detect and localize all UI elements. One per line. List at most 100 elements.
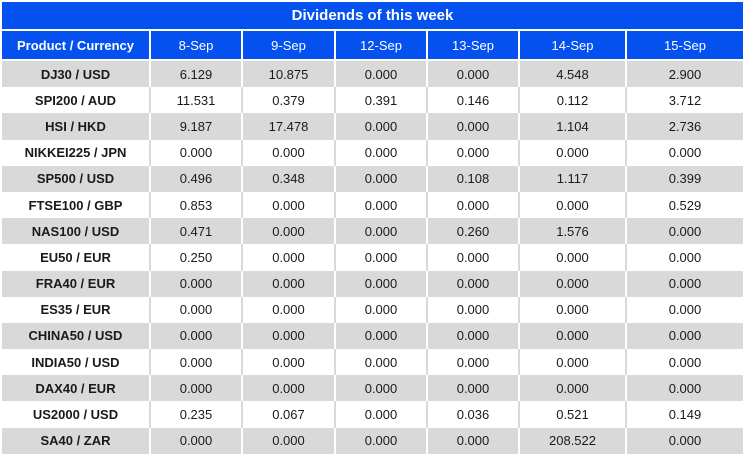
dividend-value-cell: 0.000 bbox=[520, 322, 627, 350]
dividend-value-cell: 0.000 bbox=[151, 296, 243, 323]
dividend-value-cell: 0.521 bbox=[520, 401, 627, 428]
header-row: Product / Currency 8-Sep 9-Sep 12-Sep 13-Sep… bbox=[2, 31, 743, 61]
dividend-value-cell: 0.000 bbox=[336, 113, 428, 140]
column-header-date: 13-Sep bbox=[428, 31, 520, 61]
dividend-value-cell: 0.000 bbox=[428, 427, 520, 454]
dividend-value-cell: 208.522 bbox=[520, 427, 627, 454]
dividend-value-cell: 0.000 bbox=[520, 296, 627, 323]
dividend-value-cell: 0.529 bbox=[627, 191, 743, 219]
table-row: DAX40 / EUR 0.000 0.000 0.000 0.000 0.000 0.00… bbox=[2, 375, 743, 402]
table-row: US2000 / USD 0.235 0.067 0.000 0.036 0.521 0.1… bbox=[2, 401, 743, 428]
dividend-value-cell: 0.000 bbox=[520, 349, 627, 376]
dividend-value-cell: 1.117 bbox=[520, 165, 627, 192]
dividend-value-cell: 0.000 bbox=[151, 139, 243, 166]
table-row: HSI / HKD 9.187 17.478 0.000 0.000 1.104 2.736 bbox=[2, 113, 743, 140]
dividend-value-cell: 0.000 bbox=[336, 270, 428, 297]
column-header-date: 15-Sep bbox=[627, 31, 743, 61]
dividend-value-cell: 0.000 bbox=[243, 270, 336, 297]
dividend-value-cell: 0.000 bbox=[336, 218, 428, 245]
dividend-value-cell: 0.000 bbox=[243, 349, 336, 376]
table-row: INDIA50 / USD 0.000 0.000 0.000 0.000 0.000 0.… bbox=[2, 349, 743, 376]
dividend-value-cell: 0.000 bbox=[627, 296, 743, 323]
dividend-value-cell: 0.379 bbox=[243, 87, 336, 114]
dividend-value-cell: 0.000 bbox=[336, 296, 428, 323]
dividend-value-cell: 0.036 bbox=[428, 401, 520, 428]
dividend-value-cell: 0.000 bbox=[428, 61, 520, 88]
dividend-value-cell: 0.000 bbox=[428, 244, 520, 271]
dividend-value-cell: 0.000 bbox=[336, 322, 428, 350]
dividend-value-cell: 0.000 bbox=[520, 270, 627, 297]
dividend-value-cell: 9.187 bbox=[151, 113, 243, 140]
column-header-date: 12-Sep bbox=[336, 31, 428, 61]
dividend-value-cell: 0.149 bbox=[627, 401, 743, 428]
product-cell: EU50 / EUR bbox=[2, 244, 151, 271]
dividend-value-cell: 0.000 bbox=[336, 401, 428, 428]
dividend-value-cell: 0.000 bbox=[336, 427, 428, 454]
dividend-value-cell: 0.000 bbox=[336, 349, 428, 376]
product-cell: SPI200 / AUD bbox=[2, 87, 151, 114]
dividend-value-cell: 2.736 bbox=[627, 113, 743, 140]
dividend-value-cell: 0.000 bbox=[336, 375, 428, 402]
dividend-value-cell: 11.531 bbox=[151, 87, 243, 114]
dividend-value-cell: 0.000 bbox=[428, 191, 520, 219]
dividend-value-cell: 0.000 bbox=[627, 244, 743, 271]
dividend-value-cell: 0.146 bbox=[428, 87, 520, 114]
column-header-product: Product / Currency bbox=[2, 31, 151, 61]
dividend-value-cell: 0.391 bbox=[336, 87, 428, 114]
dividend-value-cell: 0.000 bbox=[428, 322, 520, 350]
table-row: NIKKEI225 / JPN 0.000 0.000 0.000 0.000 0.000… bbox=[2, 139, 743, 166]
dividend-value-cell: 0.000 bbox=[520, 139, 627, 166]
product-cell: DAX40 / EUR bbox=[2, 375, 151, 402]
product-cell: NIKKEI225 / JPN bbox=[2, 139, 151, 166]
table-row: ES35 / EUR 0.000 0.000 0.000 0.000 0.000 0.000 bbox=[2, 296, 743, 323]
table-row: CHINA50 / USD 0.000 0.000 0.000 0.000 0.000 0.… bbox=[2, 322, 743, 350]
dividend-value-cell: 0.348 bbox=[243, 165, 336, 192]
column-header-date: 14-Sep bbox=[520, 31, 627, 61]
dividend-value-cell: 0.235 bbox=[151, 401, 243, 428]
dividend-value-cell: 0.000 bbox=[520, 375, 627, 402]
column-header-date: 8-Sep bbox=[151, 31, 243, 61]
table-row: NAS100 / USD 0.471 0.000 0.000 0.260 1.576 0.0… bbox=[2, 218, 743, 245]
dividend-value-cell: 0.000 bbox=[336, 191, 428, 219]
dividend-value-cell: 0.000 bbox=[243, 191, 336, 219]
dividend-value-cell: 0.000 bbox=[520, 244, 627, 271]
page-title: Dividends of this week bbox=[2, 2, 743, 29]
dividend-value-cell: 0.260 bbox=[428, 218, 520, 245]
dividend-value-cell: 0.000 bbox=[336, 139, 428, 166]
dividend-value-cell: 0.000 bbox=[627, 427, 743, 454]
dividend-value-cell: 3.712 bbox=[627, 87, 743, 114]
dividend-value-cell: 0.000 bbox=[243, 375, 336, 402]
table-row: SP500 / USD 0.496 0.348 0.000 0.108 1.117 0.39… bbox=[2, 165, 743, 192]
table-row: SPI200 / AUD 11.531 0.379 0.391 0.146 0.112 3.… bbox=[2, 87, 743, 114]
dividend-value-cell: 0.000 bbox=[428, 113, 520, 140]
product-cell: HSI / HKD bbox=[2, 113, 151, 140]
column-header-date: 9-Sep bbox=[243, 31, 336, 61]
dividend-value-cell: 17.478 bbox=[243, 113, 336, 140]
dividend-value-cell: 0.108 bbox=[428, 165, 520, 192]
dividend-value-cell: 0.000 bbox=[428, 296, 520, 323]
dividend-value-cell: 0.000 bbox=[428, 270, 520, 297]
dividend-value-cell: 0.399 bbox=[627, 165, 743, 192]
dividend-value-cell: 0.000 bbox=[151, 349, 243, 376]
dividend-value-cell: 0.250 bbox=[151, 244, 243, 271]
table-row: EU50 / EUR 0.250 0.000 0.000 0.000 0.000 0.000 bbox=[2, 244, 743, 271]
dividend-value-cell: 4.548 bbox=[520, 61, 627, 88]
table-row: FRA40 / EUR 0.000 0.000 0.000 0.000 0.000 0.00… bbox=[2, 270, 743, 297]
dividend-value-cell: 0.000 bbox=[627, 375, 743, 402]
dividend-value-cell: 0.000 bbox=[243, 139, 336, 166]
dividend-value-cell: 1.104 bbox=[520, 113, 627, 140]
dividend-value-cell: 0.853 bbox=[151, 191, 243, 219]
dividend-value-cell: 10.875 bbox=[243, 61, 336, 88]
table-row: FTSE100 / GBP 0.853 0.000 0.000 0.000 0.000 0.… bbox=[2, 191, 743, 219]
dividend-value-cell: 6.129 bbox=[151, 61, 243, 88]
dividend-value-cell: 0.000 bbox=[336, 61, 428, 88]
product-cell: CHINA50 / USD bbox=[2, 322, 151, 350]
table-row: DJ30 / USD 6.129 10.875 0.000 0.000 4.548 2.90… bbox=[2, 61, 743, 88]
dividends-table: Product / Currency 8-Sep 9-Sep 12-Sep 13-Sep… bbox=[2, 31, 743, 454]
dividend-value-cell: 0.000 bbox=[151, 375, 243, 402]
product-cell: FTSE100 / GBP bbox=[2, 191, 151, 219]
dividend-value-cell: 0.000 bbox=[151, 427, 243, 454]
dividend-value-cell: 0.000 bbox=[243, 427, 336, 454]
dividend-value-cell: 0.000 bbox=[627, 139, 743, 166]
